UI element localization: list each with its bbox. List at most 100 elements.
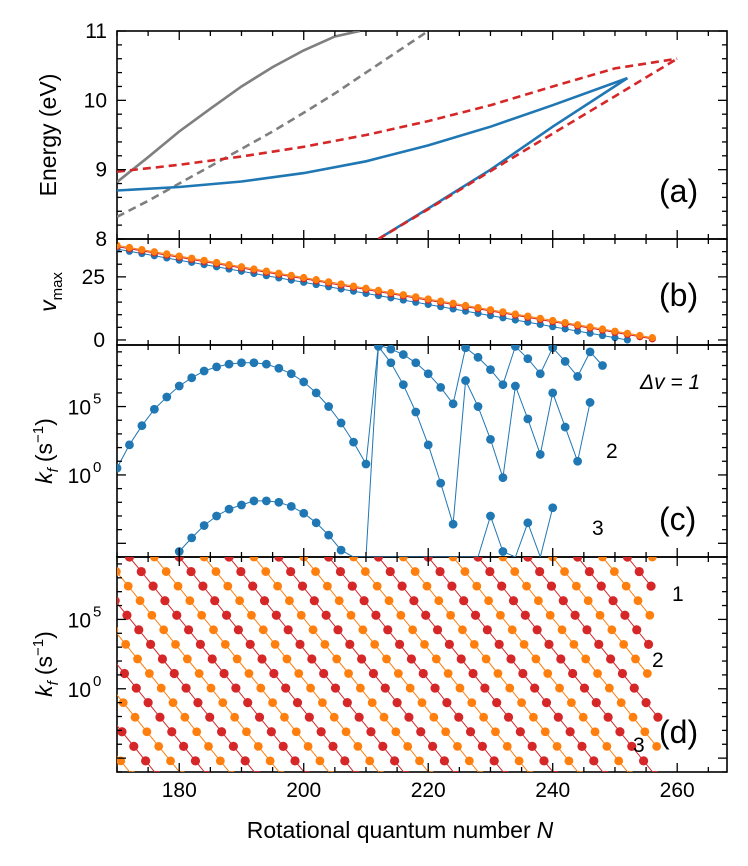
kf-diag-point <box>61 596 70 605</box>
x-axis-label: Rotational quantum number N <box>247 817 554 843</box>
kf-point <box>436 383 446 392</box>
panel-d-ylabel-unit: (s <box>31 656 57 675</box>
kf-diag-point <box>319 668 329 679</box>
x-tick-label: 200 <box>286 779 321 802</box>
kf-diag-point <box>185 596 195 606</box>
vmax-point <box>138 246 146 254</box>
kf-diag-point <box>428 771 435 772</box>
kf-diag-point <box>279 771 285 772</box>
kf-diag-point <box>199 557 209 562</box>
kf-diag-point <box>571 581 581 591</box>
kf-diag-point <box>473 557 483 562</box>
vmax-point <box>549 316 557 325</box>
kf-point <box>237 500 246 510</box>
kf-diag-point <box>485 566 495 577</box>
vmax-point <box>250 265 258 273</box>
kf-diag-point <box>608 596 618 606</box>
kf-diag-point <box>339 786 348 795</box>
kf-diag-point <box>615 727 625 737</box>
panel-b-ylabel-sub: max <box>49 272 66 301</box>
vmax-point <box>212 258 221 267</box>
kf-diag-line <box>153 557 330 772</box>
kf-diag-point <box>506 654 516 664</box>
kf-point <box>598 361 607 370</box>
kf-diag-point <box>320 639 330 649</box>
kf-diag-point <box>527 741 537 751</box>
kf-diag-point <box>595 610 605 620</box>
kf-point <box>448 519 458 529</box>
kf-diag-point <box>441 727 451 737</box>
kf-diag-point <box>316 727 326 737</box>
vmax-point <box>412 293 420 301</box>
kf-diag-point <box>36 596 45 605</box>
kf-diag-point <box>94 698 103 707</box>
vmax-line-1 <box>117 246 653 340</box>
kf-diag-point <box>0 640 6 649</box>
vmax-point <box>623 329 632 337</box>
x-tick-label: 260 <box>660 779 695 802</box>
kf-diag-point <box>451 800 460 809</box>
kf-diag-point <box>216 727 227 737</box>
panel-d-ytick-exp: 0 <box>93 673 101 690</box>
kf-diag-point <box>603 712 613 722</box>
kf-diag-point <box>606 654 616 664</box>
kf-diag-point <box>634 566 644 577</box>
panel-b-ylabel-base: v <box>35 299 61 312</box>
kf-diag-point <box>396 610 406 620</box>
kf-diag-point <box>622 557 633 562</box>
kf-diag-point <box>259 596 270 606</box>
kf-diag-point <box>518 668 528 679</box>
kf-diag-point <box>181 683 191 693</box>
kf-diag-point <box>541 698 552 708</box>
kf-diag-point <box>552 741 562 751</box>
kf-diag-point <box>254 770 261 772</box>
kf-diag-point <box>465 727 476 737</box>
kf-diag-point <box>321 610 331 620</box>
kf-diag-point <box>573 557 583 562</box>
kf-diag-point <box>148 581 158 591</box>
kf-diag-point <box>422 581 432 591</box>
kf-diag-point <box>502 741 512 751</box>
kf-diag-point <box>226 800 235 809</box>
kf-diag-point <box>117 567 121 576</box>
kf-diag-point <box>282 654 292 664</box>
kf-diag-point <box>364 785 373 794</box>
kf-diag-point <box>10 625 19 634</box>
kf-diag-point <box>271 610 281 620</box>
kf-point <box>510 381 520 391</box>
kf-point <box>398 380 408 390</box>
kf-diag-point <box>103 771 112 780</box>
kf-diag-line <box>452 557 629 772</box>
kf-diag-point <box>616 698 626 708</box>
energy-curve-0 <box>117 31 361 184</box>
kf-diag-point <box>442 698 452 708</box>
kf-diag-line <box>328 557 504 772</box>
vmax-point <box>225 261 233 269</box>
kf-diag-point <box>169 668 179 679</box>
kf-diag-point <box>79 742 88 751</box>
kf-diag-point <box>646 581 656 591</box>
kf-diag-point <box>446 610 456 620</box>
kf-diag-point <box>503 712 514 722</box>
kf-diag-point <box>583 596 593 606</box>
kf-diag-point <box>621 581 631 591</box>
kf-diag-point <box>206 683 216 693</box>
kf-diag-point <box>161 567 171 576</box>
kf-diag-point <box>311 567 320 576</box>
kf-point <box>261 359 271 369</box>
kf-diag-point <box>477 741 487 751</box>
kf-diag-point <box>590 727 600 737</box>
kf-diag-point <box>81 713 90 722</box>
kf-diag-point <box>297 581 308 591</box>
kf-diag-point <box>579 683 590 693</box>
kf-diag-line <box>117 694 181 772</box>
kf-diag-point <box>198 581 208 591</box>
kf-diag-line <box>129 557 305 772</box>
kf-point <box>261 496 271 506</box>
kf-diag-point <box>472 581 482 591</box>
kf-diag-point <box>378 741 388 751</box>
kf-diag-point <box>640 727 650 737</box>
kf-diag-point <box>141 756 151 766</box>
kf-diag-point <box>324 557 334 562</box>
kf-diag-point <box>70 669 79 678</box>
